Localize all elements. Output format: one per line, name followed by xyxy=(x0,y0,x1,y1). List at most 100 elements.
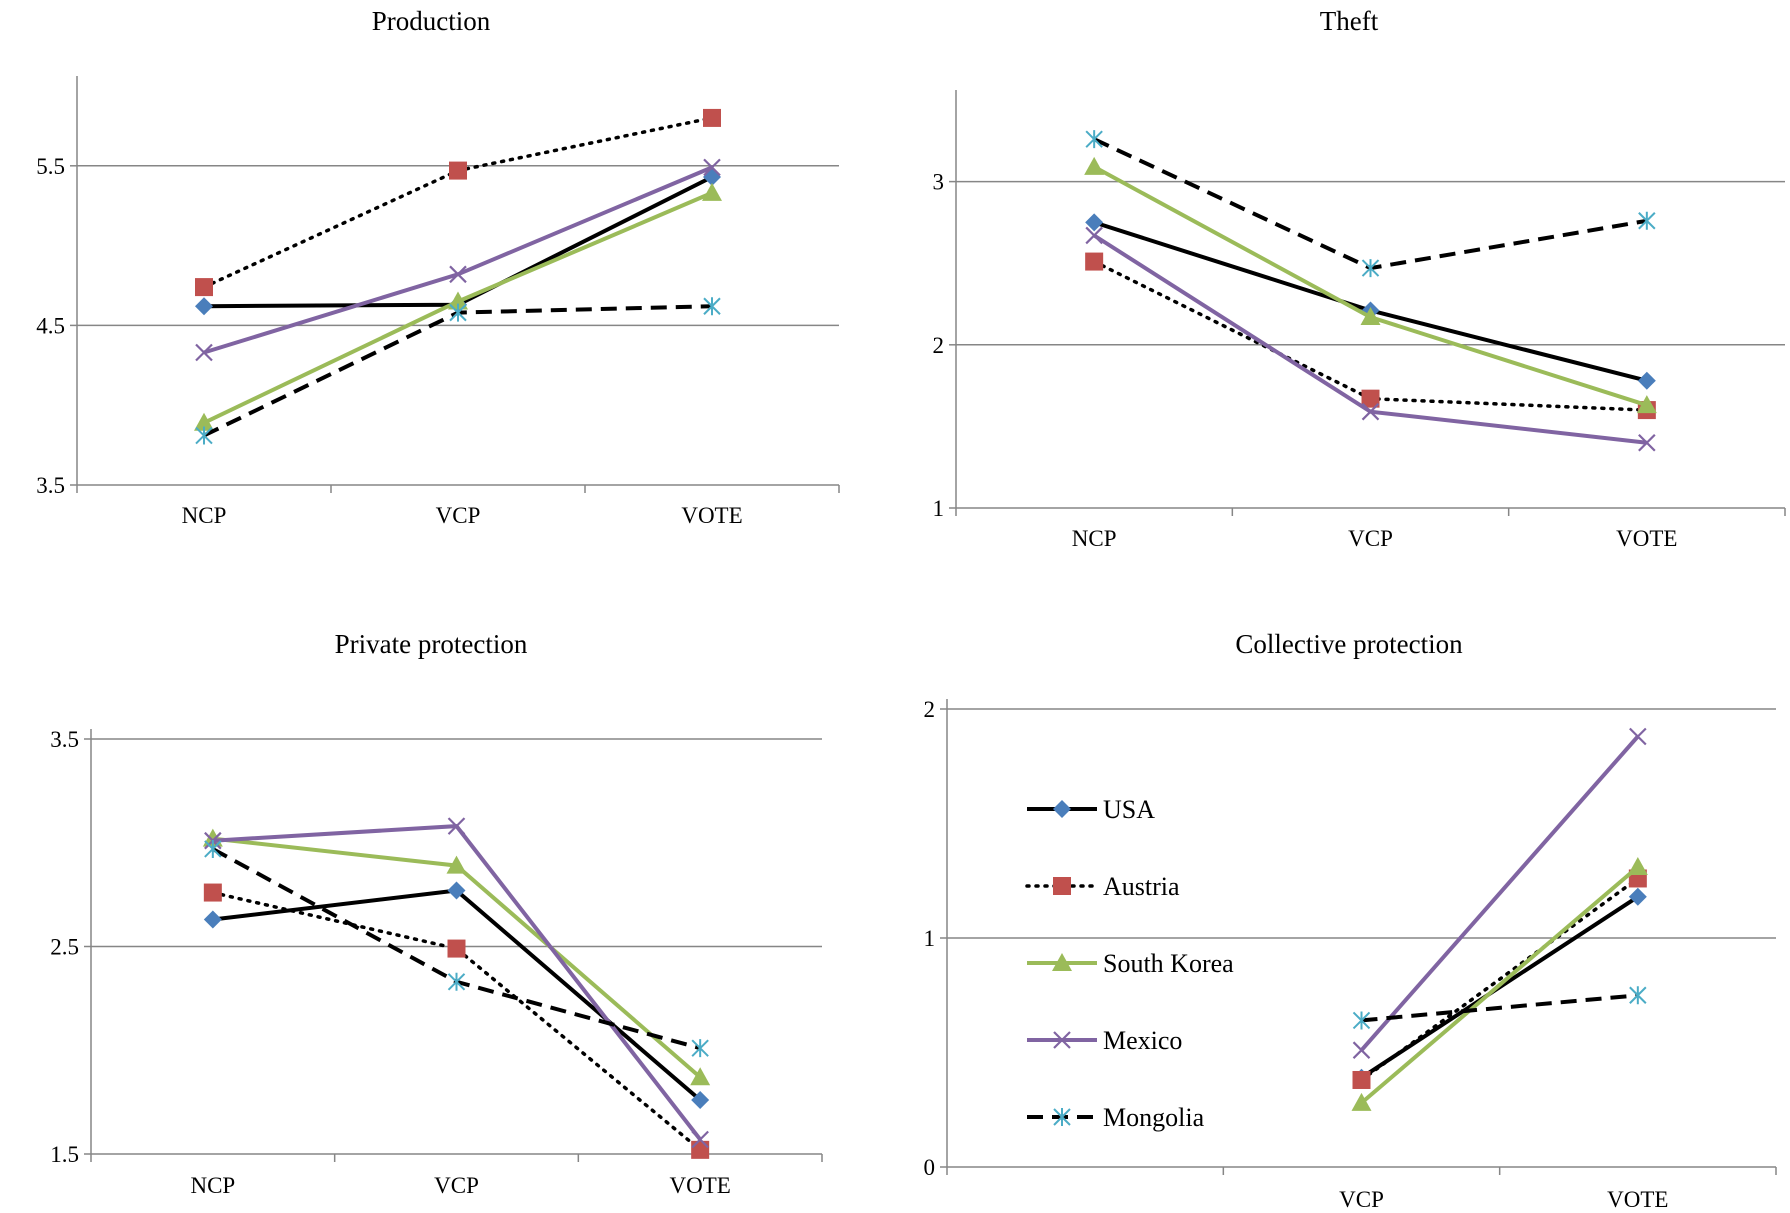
series-south-korea xyxy=(1351,857,1648,1111)
data-point xyxy=(691,1140,710,1159)
legend-label: South Korea xyxy=(1103,949,1234,978)
data-point xyxy=(703,108,721,127)
series-mongolia xyxy=(1352,986,1647,1030)
data-point xyxy=(1352,1070,1371,1089)
legend-label: USA xyxy=(1103,795,1155,824)
y-tick-label: 3 xyxy=(933,170,945,195)
data-point xyxy=(1636,395,1657,414)
data-point xyxy=(447,881,466,900)
series-line xyxy=(202,116,714,289)
chart-private-protection: Private protection 1.5 2.5 3.5 NCP VCP VOTE xyxy=(50,629,823,1198)
series-line xyxy=(212,836,702,1079)
data-point xyxy=(1085,252,1104,271)
data-point xyxy=(1361,259,1380,278)
y-tick-label: 2.5 xyxy=(50,935,79,960)
data-point xyxy=(449,265,467,284)
legend-marker xyxy=(1053,877,1071,895)
series-austria xyxy=(195,108,721,297)
data-point xyxy=(447,817,466,835)
data-point xyxy=(446,855,467,874)
series-south-korea xyxy=(1084,156,1657,414)
series-mexico xyxy=(195,158,721,362)
data-point xyxy=(691,1091,710,1110)
x-tick-label: NCP xyxy=(182,503,227,528)
legend-label: Mongolia xyxy=(1103,1103,1205,1132)
data-point xyxy=(1629,727,1647,746)
data-point xyxy=(449,303,467,322)
series-mongolia xyxy=(204,839,709,1058)
series-mexico xyxy=(1352,727,1647,1059)
series-mexico xyxy=(1085,226,1656,452)
x-tick-label: NCP xyxy=(1072,526,1117,551)
x-tick-label: VOTE xyxy=(1616,526,1677,551)
data-point xyxy=(1361,402,1380,421)
x-tick-label: VOTE xyxy=(1607,1187,1668,1212)
series-mongolia xyxy=(1085,130,1656,278)
data-point xyxy=(203,883,222,902)
chart-title: Private protection xyxy=(335,629,528,659)
data-point xyxy=(1352,1011,1371,1030)
x-tick-label: VCP xyxy=(1348,526,1393,551)
chart-title: Collective protection xyxy=(1235,629,1463,659)
x-tick-label: VOTE xyxy=(681,503,742,528)
y-tick-label: 3.5 xyxy=(36,473,65,498)
x-tick-label: VCP xyxy=(434,1173,479,1198)
y-tick-label: 2 xyxy=(933,333,945,358)
data-point xyxy=(1638,433,1656,452)
legend-marker xyxy=(1053,1108,1071,1126)
series-south-korea xyxy=(194,182,722,431)
y-tick-label: 1 xyxy=(924,926,936,951)
data-point xyxy=(702,182,722,201)
data-point xyxy=(195,297,213,316)
series-line xyxy=(211,890,702,1152)
series-line xyxy=(1361,993,1638,1023)
data-point xyxy=(449,161,467,180)
series-austria xyxy=(1085,252,1656,420)
chart-title: Theft xyxy=(1320,6,1379,36)
data-point xyxy=(1638,211,1656,230)
data-point xyxy=(1084,156,1105,175)
data-point xyxy=(1627,857,1648,876)
series-usa xyxy=(203,881,710,1110)
legend-marker xyxy=(1053,1031,1071,1049)
series-line xyxy=(1359,876,1640,1082)
y-tick-label: 1 xyxy=(933,496,945,521)
legend-label: Austria xyxy=(1103,872,1180,901)
data-point xyxy=(1629,986,1647,1005)
legend-marker xyxy=(1053,800,1071,818)
x-tick-label: VCP xyxy=(1339,1187,1384,1212)
series-usa xyxy=(1085,213,1656,390)
data-point xyxy=(195,426,213,445)
data-point xyxy=(204,839,222,858)
chart-collective-protection: Collective protection 0 1 2 VCP VOTE xyxy=(924,629,1777,1212)
data-point xyxy=(1361,389,1380,408)
y-tick-label: 3.5 xyxy=(50,727,79,752)
data-point xyxy=(203,910,222,929)
data-point xyxy=(195,343,213,362)
data-point xyxy=(703,158,721,177)
data-point xyxy=(447,972,466,991)
data-point xyxy=(691,1039,709,1058)
y-tick-label: 0 xyxy=(924,1155,936,1180)
y-tick-label: 1.5 xyxy=(50,1142,79,1167)
series-line xyxy=(212,888,702,1102)
legend-entry: South Korea xyxy=(1027,949,1234,978)
data-point xyxy=(1637,371,1656,390)
x-tick-label: VCP xyxy=(436,503,481,528)
chart-production: Production 3.5 4.5 5.5 NCP VCP VOTE xyxy=(36,6,840,528)
data-point xyxy=(447,939,466,958)
data-point xyxy=(1628,887,1647,906)
data-point xyxy=(1351,1092,1372,1111)
data-point xyxy=(1085,226,1103,245)
legend-entry: Austria xyxy=(1025,872,1180,901)
chart-theft: Theft 1 2 3 NCP VCP VOTE xyxy=(933,6,1786,551)
data-point xyxy=(195,278,213,297)
series-mongolia xyxy=(195,297,721,445)
data-point xyxy=(690,1067,711,1086)
data-point xyxy=(1352,1041,1371,1059)
y-tick-label: 5.5 xyxy=(36,154,65,179)
series-line xyxy=(203,175,713,309)
data-point xyxy=(194,412,214,431)
data-point xyxy=(448,291,468,310)
